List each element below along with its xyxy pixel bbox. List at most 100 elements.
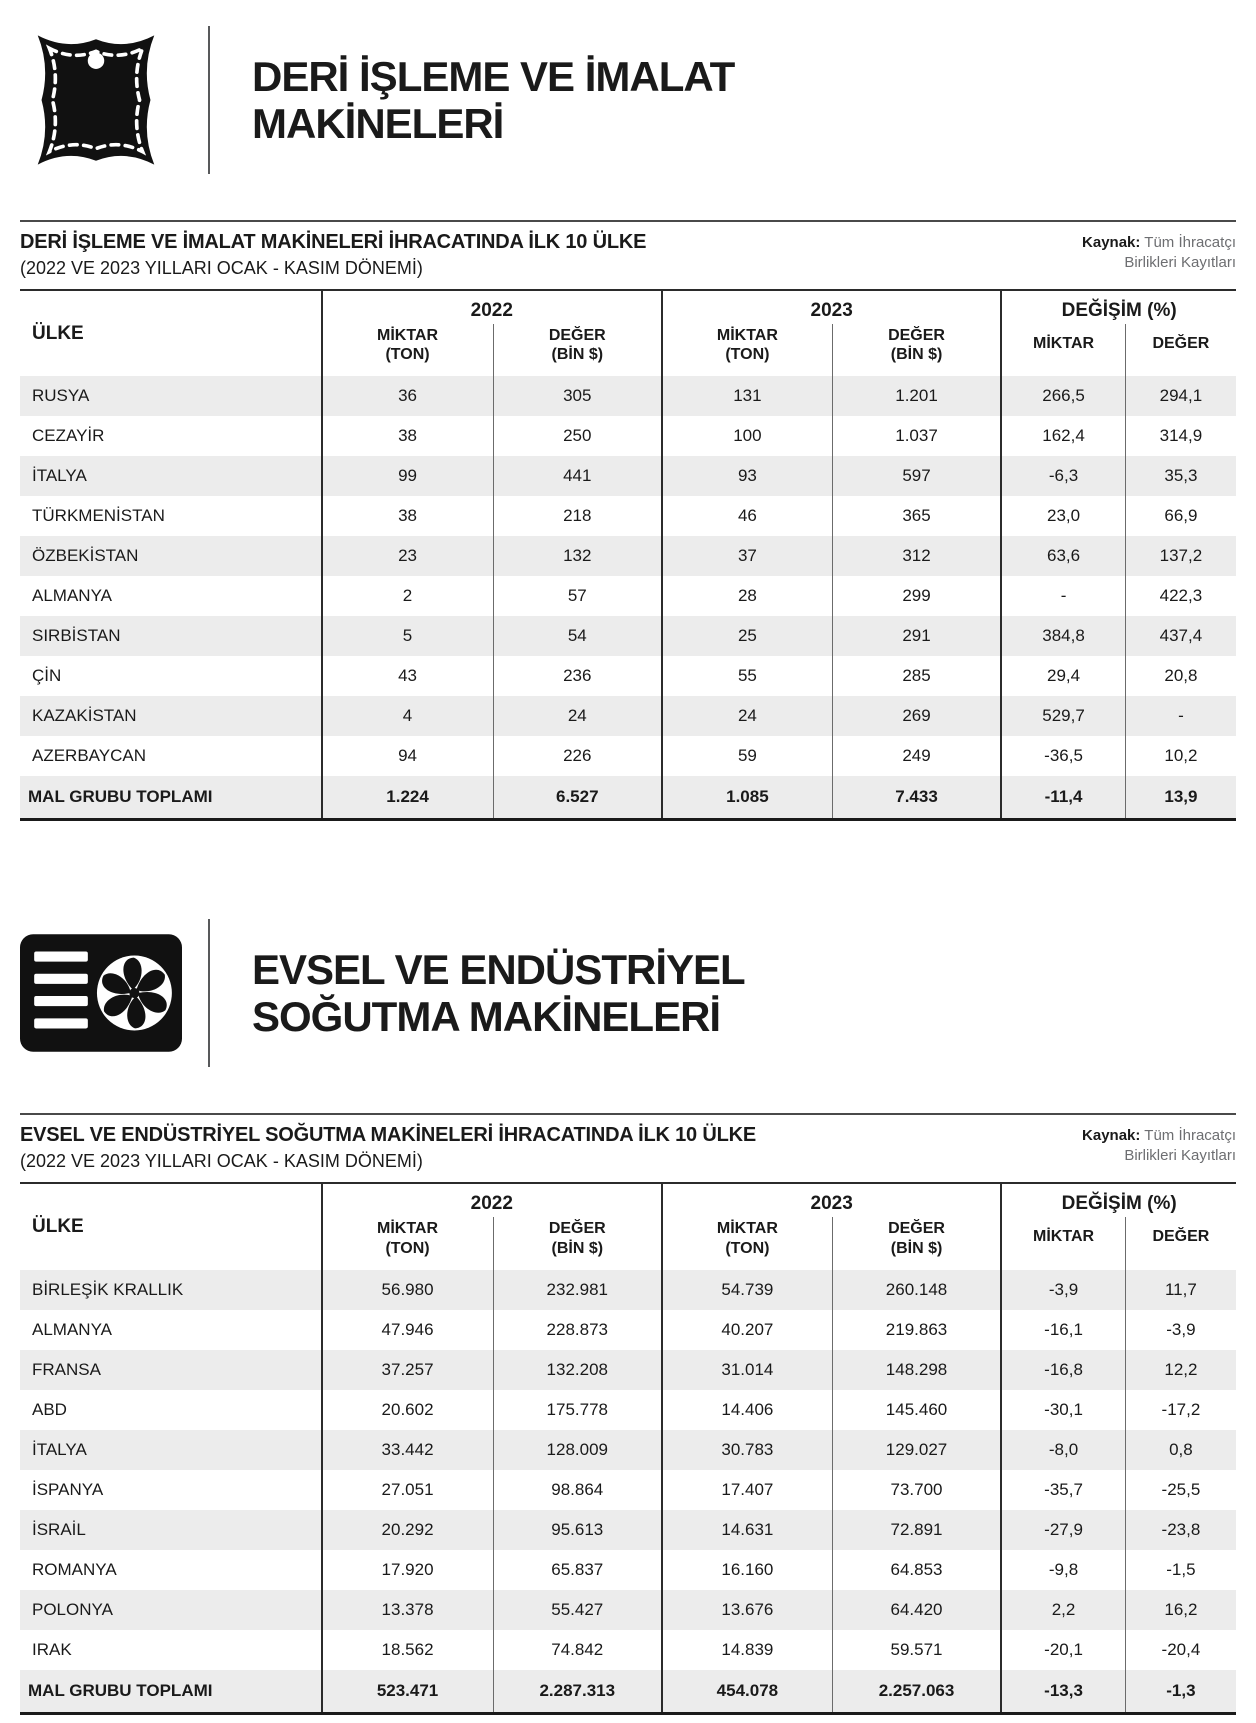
value-cell: 54.739 <box>661 1269 833 1310</box>
col-group-change: DEĞİŞİM (%) <box>1000 290 1236 324</box>
value-cell: 250 <box>492 416 663 457</box>
value-cell: 16.160 <box>661 1549 833 1590</box>
value-cell: 40.207 <box>661 1309 833 1350</box>
value-cell: 454.078 <box>661 1669 833 1714</box>
value-cell: 57 <box>492 576 663 617</box>
value-cell: 72.891 <box>831 1509 1002 1550</box>
value-cell: -35,7 <box>1000 1469 1126 1510</box>
value-cell: 175.778 <box>492 1389 663 1430</box>
value-cell: 74.842 <box>492 1629 663 1670</box>
value-cell: -36,5 <box>1000 736 1126 777</box>
total-row: MAL GRUBU TOPLAMI 523.471 2.287.313 454.078… <box>20 1669 1236 1714</box>
vertical-divider <box>208 919 210 1068</box>
value-cell: 30.783 <box>661 1429 833 1470</box>
value-cell: 36 <box>320 376 494 417</box>
table-body: RUSYA 36 305 131 1.201 266,5 294,1 CEZAYİR 38 250… <box>20 376 1236 820</box>
value-cell: 29,4 <box>1000 656 1126 697</box>
value-cell: 132 <box>492 536 663 577</box>
divider-rule <box>20 220 1236 222</box>
source-line1: Tüm İhracatçı <box>1144 234 1236 251</box>
value-cell: 18.562 <box>320 1629 494 1670</box>
table-row: FRANSA 37.257 132.208 31.014 148.298 -16,8 12,… <box>20 1349 1236 1390</box>
value-cell: 7.433 <box>831 776 1002 820</box>
value-cell: 43 <box>320 656 494 697</box>
col-header-value-2023: DEĞER (BİN $) <box>831 324 1002 377</box>
table-header: ÜLKE 2022 2023 DEĞİŞİM (%) MİKTAR (TON) D… <box>20 1183 1236 1270</box>
table-row: ÇİN 43 236 55 285 29,4 20,8 <box>20 656 1236 697</box>
value-cell: 55 <box>661 656 833 697</box>
country-cell: İTALYA <box>32 1439 87 1459</box>
table-header: ÜLKE 2022 2023 DEĞİŞİM (%) MİKTAR (TON) D… <box>20 290 1236 377</box>
value-cell: 131 <box>661 376 833 417</box>
country-cell: POLONYA <box>32 1599 113 1619</box>
table-row: ABD 20.602 175.778 14.406 145.460 -30,1 -17,2 <box>20 1389 1236 1430</box>
value-cell: 249 <box>831 736 1002 777</box>
value-cell: -8,0 <box>1000 1429 1126 1470</box>
value-cell: 64.853 <box>831 1549 1002 1590</box>
col-group-2023: 2023 <box>661 1183 1002 1218</box>
table-body: BİRLEŞİK KRALLIK 56.980 232.981 54.739 260.1… <box>20 1269 1236 1714</box>
value-cell: 38 <box>320 496 494 537</box>
table-row: KAZAKİSTAN 4 24 24 269 529,7- <box>20 696 1236 737</box>
table-title: DERİ İŞLEME VE İMALAT MAKİNELERİ İHRACAT… <box>20 231 647 253</box>
value-cell: 93 <box>661 456 833 497</box>
value-cell: 20.602 <box>320 1389 494 1430</box>
table-row: ROMANYA 17.920 65.837 16.160 64.853 -9,8 -1,5 <box>20 1549 1236 1590</box>
country-cell: İSRAİL <box>32 1519 86 1539</box>
value-cell: 65.837 <box>492 1549 663 1590</box>
value-cell: 17.920 <box>320 1549 494 1590</box>
country-cell: KAZAKİSTAN <box>32 706 137 726</box>
source-line2: Birlikleri Kayıtları <box>1124 1146 1236 1164</box>
table-subtitle: (2022 VE 2023 YILLARI OCAK - KASIM DÖNEM… <box>20 258 423 278</box>
air-conditioner-icon <box>20 934 208 1053</box>
value-cell: 1.037 <box>831 416 1002 457</box>
cooling-table-block: EVSEL VE ENDÜSTRİYEL SOĞUTMA MAKİNELERİ … <box>20 1113 1236 1715</box>
country-cell: İTALYA <box>32 466 87 486</box>
value-cell: 13.378 <box>320 1589 494 1630</box>
value-cell: 94 <box>320 736 494 777</box>
table-row: IRAK 18.562 74.842 14.839 59.571 -20,1 -20,4 <box>20 1629 1236 1670</box>
leather-table-block: DERİ İŞLEME VE İMALAT MAKİNELERİ İHRACAT… <box>20 220 1236 822</box>
value-cell: 56.980 <box>320 1269 494 1310</box>
value-cell: -1,5 <box>1124 1549 1236 1590</box>
value-cell: -17,2 <box>1124 1389 1236 1430</box>
col-header-value-2022: DEĞER (BİN $) <box>492 324 663 377</box>
value-cell: 64.420 <box>831 1589 1002 1630</box>
section-title-line1: DERİ İŞLEME VE İMALAT <box>252 52 735 100</box>
value-cell: 2 <box>320 576 494 617</box>
value-cell: 314,9 <box>1124 416 1236 457</box>
value-cell: 24 <box>661 696 833 737</box>
value-cell: 46 <box>661 496 833 537</box>
value-cell: 0,8 <box>1124 1429 1236 1470</box>
value-cell: 299 <box>831 576 1002 617</box>
section-header-cooling: EVSEL VE ENDÜSTRİYEL SOĞUTMA MAKİNELERİ <box>20 907 1236 1079</box>
section-title-line2: MAKİNELERİ <box>252 100 504 147</box>
value-cell: 98.864 <box>492 1469 663 1510</box>
value-cell: -1,3 <box>1124 1669 1236 1714</box>
value-cell: 54 <box>492 616 663 657</box>
value-cell: 47.946 <box>320 1309 494 1350</box>
country-cell: SIRBİSTAN <box>32 626 121 646</box>
value-cell: 5 <box>320 616 494 657</box>
value-cell: -13,3 <box>1000 1669 1126 1714</box>
value-cell: -25,5 <box>1124 1469 1236 1510</box>
col-header-amount-2023: MİKTAR (TON) <box>661 324 833 377</box>
value-cell: -6,3 <box>1000 456 1126 497</box>
table-head: DERİ İŞLEME VE İMALAT MAKİNELERİ İHRACAT… <box>20 231 1236 279</box>
value-cell: 2.287.313 <box>492 1669 663 1714</box>
value-cell: 99 <box>320 456 494 497</box>
col-header-amount-2023: MİKTAR (TON) <box>661 1217 833 1270</box>
value-cell: 305 <box>492 376 663 417</box>
value-cell: 285 <box>831 656 1002 697</box>
value-cell: 260.148 <box>831 1269 1002 1310</box>
col-header-value-change: DEĞER <box>1124 1217 1236 1270</box>
country-cell: ABD <box>32 1399 67 1419</box>
value-cell: 137,2 <box>1124 536 1236 577</box>
col-header-amount-2022: MİKTAR (TON) <box>320 1217 494 1270</box>
table-row: ALMANYA 2 57 28 299-422,3 <box>20 576 1236 617</box>
table-subtitle: (2022 VE 2023 YILLARI OCAK - KASIM DÖNEM… <box>20 1151 423 1172</box>
value-cell: - <box>1124 696 1236 737</box>
table-title: EVSEL VE ENDÜSTRİYEL SOĞUTMA MAKİNELERİ … <box>20 1124 756 1147</box>
country-cell: ÖZBEKİSTAN <box>32 546 139 566</box>
value-cell: 2,2 <box>1000 1589 1126 1630</box>
